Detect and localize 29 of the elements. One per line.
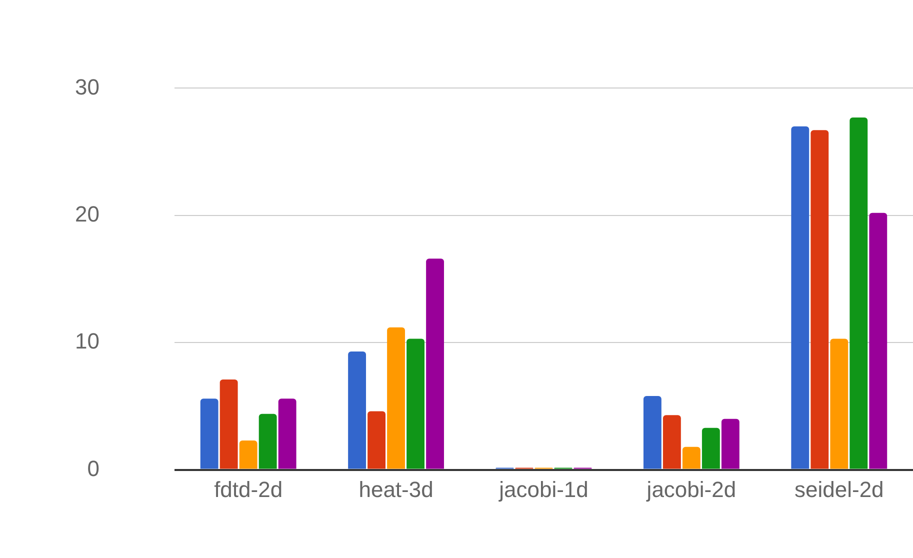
bar	[278, 398, 296, 469]
bar	[406, 338, 424, 469]
y-tick-label: 20	[74, 201, 100, 226]
bar	[368, 411, 386, 469]
x-tick-label: seidel-2d	[794, 477, 884, 502]
y-tick-label: 10	[74, 328, 100, 354]
bar	[830, 338, 848, 469]
bar	[702, 428, 720, 469]
bar	[348, 352, 366, 469]
bar	[258, 414, 277, 469]
bar	[220, 379, 238, 469]
x-tick-label: jacobi-1d	[498, 477, 588, 502]
y-tick-label: 30	[74, 74, 100, 100]
bar	[200, 398, 218, 469]
bar	[810, 130, 829, 469]
x-tick-label: jacobi-2d	[646, 477, 736, 502]
bar	[791, 126, 810, 469]
bar	[239, 440, 258, 469]
bar	[850, 117, 868, 469]
bar	[721, 418, 740, 469]
bar	[662, 415, 681, 469]
bar	[426, 258, 444, 469]
y-tick-label: 0	[87, 456, 100, 481]
bar	[643, 396, 662, 469]
bar	[869, 212, 888, 469]
x-tick-label: fdtd-2d	[214, 477, 283, 502]
x-tick-label: heat-3d	[358, 477, 434, 502]
bar	[387, 327, 405, 469]
bar	[682, 446, 700, 469]
